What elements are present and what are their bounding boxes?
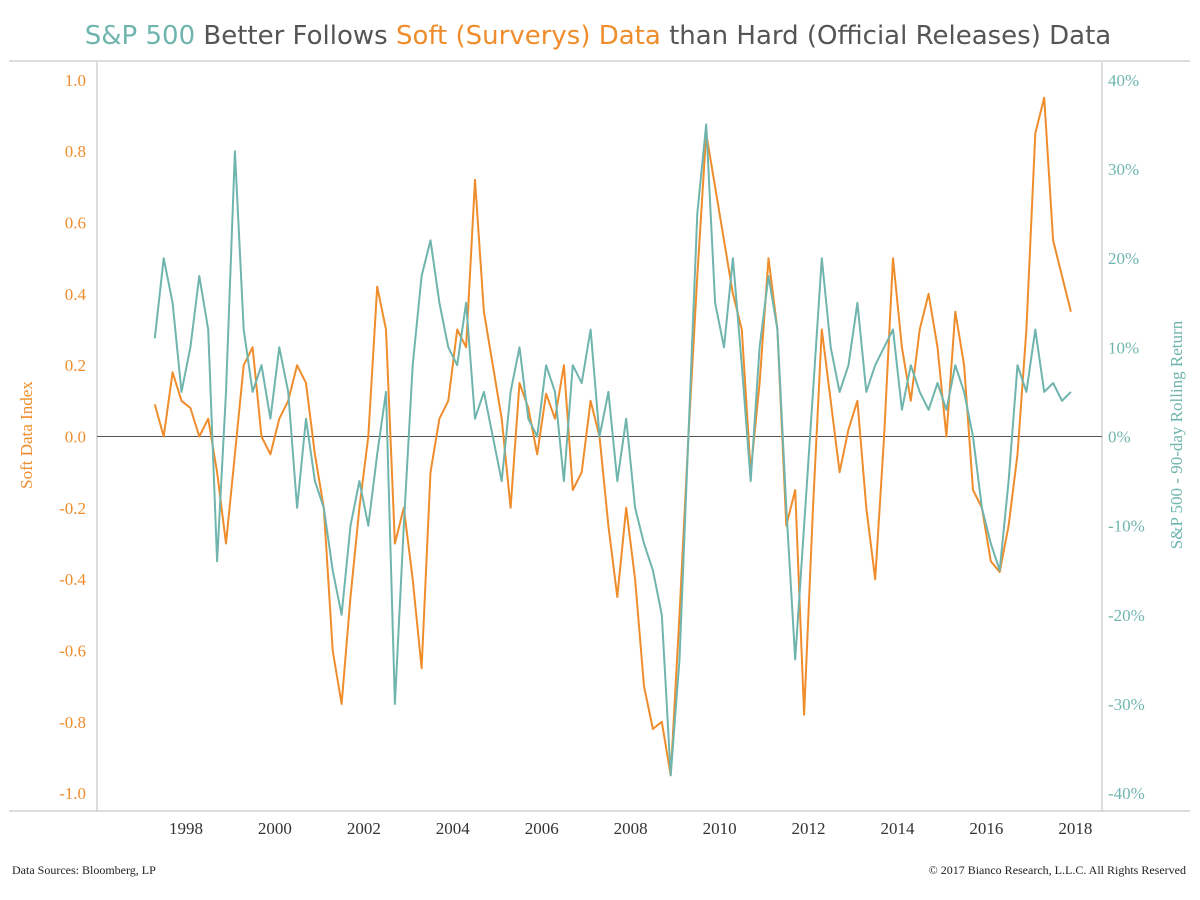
x-tick: 2014 <box>880 819 915 838</box>
y-axis-label-left: Soft Data Index <box>17 381 36 489</box>
y-tick-right: -30% <box>1108 695 1145 714</box>
y-tick-right: 0% <box>1108 428 1131 447</box>
soft-data-line <box>153 96 1072 777</box>
data-sources: Data Sources: Bloomberg, LP <box>12 863 156 877</box>
x-tick: 1998 <box>169 819 203 838</box>
chart-title: S&P 500 Better Follows Soft (Surverys) D… <box>85 21 1111 51</box>
x-tick: 2018 <box>1058 819 1092 838</box>
x-tick: 2008 <box>614 819 648 838</box>
y-tick-right: 40% <box>1108 71 1139 90</box>
y-tick-left: 0.8 <box>65 142 86 161</box>
y-tick-right: 20% <box>1108 249 1139 268</box>
y-tick-left: -0.6 <box>59 642 86 661</box>
sp500-line <box>153 123 1072 777</box>
x-tick: 2004 <box>436 819 471 838</box>
y-tick-left: 0.0 <box>65 428 86 447</box>
title-soft-data: Soft (Surverys) Data <box>396 21 661 51</box>
tick-labels: 1.0 0.8 0.6 0.4 0.2 0.0 -0.2 -0.4 -0.6 -0.8 -1.0 40… <box>59 71 1145 838</box>
x-tick: 2012 <box>792 819 826 838</box>
title-better-follows: Better Follows <box>195 21 396 51</box>
y-tick-right: -10% <box>1108 517 1145 536</box>
y-tick-right: -20% <box>1108 606 1145 625</box>
y-tick-left: -1.0 <box>59 784 86 803</box>
x-tick: 2010 <box>703 819 737 838</box>
y-tick-left: -0.4 <box>59 570 86 589</box>
y-tick-right: 10% <box>1108 338 1139 357</box>
y-tick-left: -0.2 <box>59 499 86 518</box>
title-sp500: S&P 500 <box>85 21 195 51</box>
x-tick: 2002 <box>347 819 381 838</box>
y-tick-left: 0.2 <box>65 356 86 375</box>
y-tick-left: 0.6 <box>65 214 86 233</box>
x-tick: 2016 <box>969 819 1003 838</box>
y-axis-label-right: S&P 500 - 90-day Rolling Return <box>1167 320 1186 549</box>
title-hard-data: than Hard (Official Releases) Data <box>661 21 1111 51</box>
y-tick-left: -0.8 <box>59 713 86 732</box>
series-group <box>153 96 1072 777</box>
y-tick-right: 30% <box>1108 160 1139 179</box>
x-tick: 2006 <box>525 819 559 838</box>
x-tick: 2000 <box>258 819 292 838</box>
copyright: © 2017 Bianco Research, L.L.C. All Right… <box>929 863 1186 877</box>
y-tick-left: 0.4 <box>65 285 87 304</box>
y-tick-left: 1.0 <box>65 71 86 90</box>
y-tick-right: -40% <box>1108 784 1145 803</box>
